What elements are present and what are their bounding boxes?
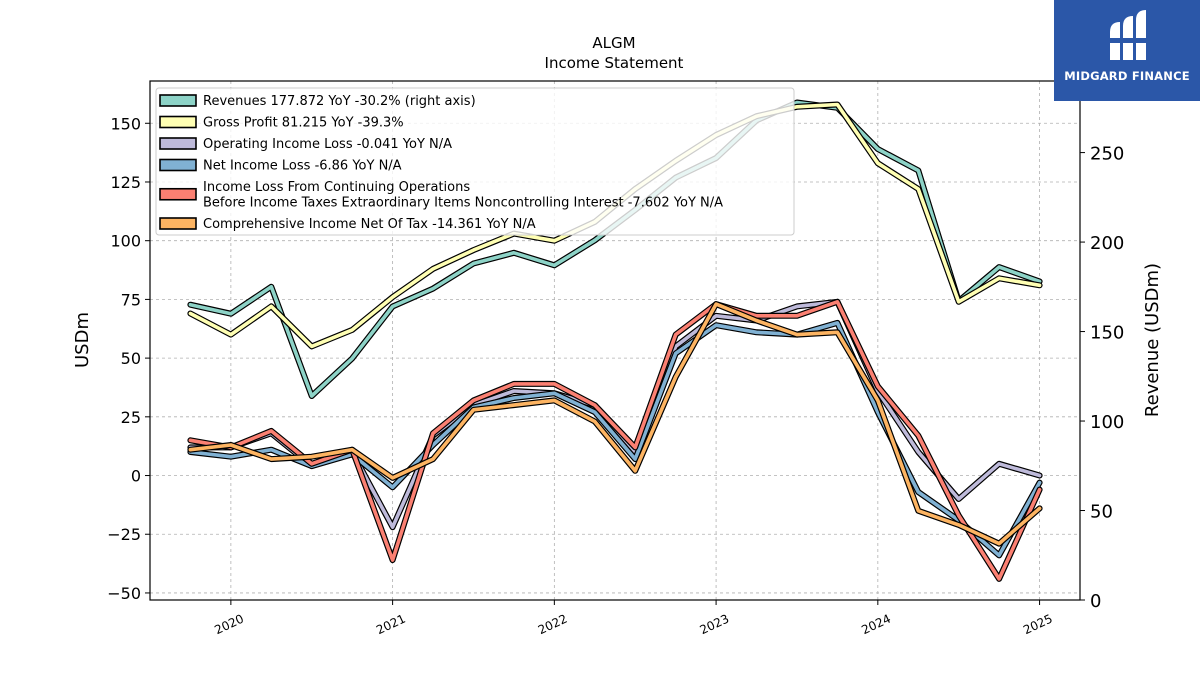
midgard-logo-icon (1108, 10, 1148, 60)
y-tick-label-left: 150 (110, 114, 141, 133)
x-tick-label: 2021 (374, 612, 408, 638)
x-tick-label: 2020 (212, 612, 246, 638)
legend: Revenues 177.872 YoY -30.2% (right axis)… (155, 87, 795, 236)
y-axis-label-right: Revenue (USDm) (1142, 263, 1163, 417)
chart-subtitle: Income Statement (545, 54, 684, 72)
y-tick-label-left: 100 (110, 232, 141, 251)
series-line (188, 300, 1042, 581)
legend-swatch (159, 137, 197, 150)
y-tick-label-right: 250 (1090, 144, 1124, 165)
legend-swatch (159, 115, 197, 129)
y-tick-label-left: 75 (121, 290, 141, 309)
legend-label: Net Income Loss -6.86 YoY N/A (203, 159, 402, 174)
grid-lines (150, 81, 1080, 600)
y-tick-label-left: −50 (107, 584, 141, 603)
legend-swatch (159, 94, 197, 107)
chart-title: ALGM (592, 34, 635, 52)
x-tick-label: 2025 (1021, 612, 1055, 638)
x-tick-label: 2022 (536, 612, 570, 638)
brand-logo: MIDGARD FINANCE (1054, 0, 1200, 101)
y-tick-label-left: 25 (121, 408, 141, 427)
y-tick-label-right: 0 (1090, 591, 1101, 612)
legend-label: Operating Income Loss -0.041 YoY N/A (203, 137, 452, 152)
y-tick-label-right: 50 (1090, 502, 1113, 523)
y-tick-label-right: 100 (1090, 412, 1124, 433)
series-4 (187, 298, 1043, 582)
y-axis-label-left: USDm (72, 312, 93, 368)
legend-swatch (159, 217, 197, 230)
legend-swatch (159, 187, 197, 201)
y-tick-label-left: −25 (107, 525, 141, 544)
brand-name: MIDGARD FINANCE (1064, 69, 1190, 83)
y-tick-label-left: 0 (131, 467, 141, 486)
y-tick-label-left: 50 (121, 349, 141, 368)
y-tick-label-left: 125 (110, 173, 141, 192)
legend-label: Before Income Taxes Extraordinary Items … (203, 196, 723, 211)
legend-label: Comprehensive Income Net Of Tax -14.361 … (203, 217, 536, 232)
y-tick-label-right: 150 (1090, 323, 1124, 344)
x-tick-label: 2023 (698, 612, 732, 638)
x-tick-label: 2024 (859, 612, 893, 638)
legend-box (155, 87, 795, 236)
series-line (188, 302, 1042, 546)
plot-frame (149, 80, 1081, 601)
legend-label: Revenues 177.872 YoY -30.2% (right axis) (203, 94, 476, 109)
legend-label: Gross Profit 81.215 YoY -39.3% (203, 116, 404, 131)
legend-swatch (159, 158, 197, 172)
legend-label: Income Loss From Continuing Operations (203, 180, 470, 195)
series-5 (187, 301, 1043, 547)
y-tick-label-right: 200 (1090, 233, 1124, 254)
